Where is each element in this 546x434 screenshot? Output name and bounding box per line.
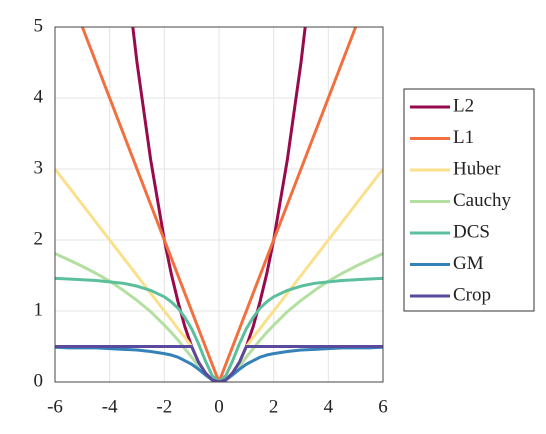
x-tick-label: 6 xyxy=(378,396,388,417)
plot-frame xyxy=(54,26,384,383)
plot-lines xyxy=(55,27,383,382)
y-tick-label: 4 xyxy=(34,86,44,107)
y-tick-label: 3 xyxy=(34,157,44,178)
legend-label: L1 xyxy=(453,127,474,148)
line xyxy=(55,345,383,382)
y-tick-label: 0 xyxy=(34,370,44,391)
y-tick-label: 1 xyxy=(34,299,44,320)
legend-label: Cauchy xyxy=(453,190,512,211)
legend-label: Huber xyxy=(453,158,501,179)
legend-label: DCS xyxy=(453,221,490,242)
x-tick-label: 2 xyxy=(269,396,279,417)
x-tick-label: 4 xyxy=(324,396,334,417)
legend-label: GM xyxy=(453,253,484,274)
line xyxy=(55,276,383,382)
legend-label: L2 xyxy=(453,95,474,116)
line xyxy=(80,27,358,382)
line xyxy=(55,345,383,382)
y-tick-label: 5 xyxy=(34,15,44,36)
x-tick-label: -6 xyxy=(47,396,63,417)
line xyxy=(55,252,383,382)
x-tick-label: 0 xyxy=(214,396,224,417)
x-tick-label: -2 xyxy=(156,396,172,417)
line xyxy=(55,168,383,382)
y-tick-label: 2 xyxy=(34,228,44,249)
legend-label: Crop xyxy=(453,284,491,305)
x-tick-label: -4 xyxy=(102,396,118,417)
